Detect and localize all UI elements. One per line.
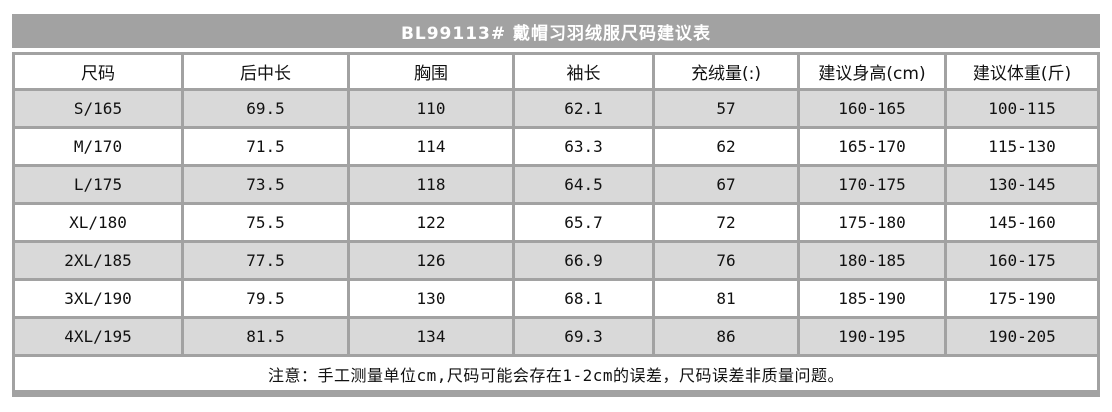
table-cell: 115-130 xyxy=(947,129,1097,164)
table-cell: 69.3 xyxy=(515,319,652,354)
table-cell: S/165 xyxy=(15,91,181,126)
table-cell: 175-180 xyxy=(800,205,944,240)
table-cell: 160-165 xyxy=(800,91,944,126)
table-cell: 57 xyxy=(655,91,797,126)
table-cell: 62.1 xyxy=(515,91,652,126)
table-cell: 3XL/190 xyxy=(15,281,181,316)
table-cell: 72 xyxy=(655,205,797,240)
table-cell: 71.5 xyxy=(184,129,347,164)
header-cell: 后中长 xyxy=(184,55,347,88)
table-cell: 2XL/185 xyxy=(15,243,181,278)
table-cell: 100-115 xyxy=(947,91,1097,126)
table-cell: 160-175 xyxy=(947,243,1097,278)
table-cell: 77.5 xyxy=(184,243,347,278)
table-cell: 165-170 xyxy=(800,129,944,164)
table-cell: XL/180 xyxy=(15,205,181,240)
table-cell: 62 xyxy=(655,129,797,164)
header-row: 尺码 后中长 胸围 袖长 充绒量(:) 建议身高(cm) 建议体重(斤) xyxy=(15,55,1097,88)
table-cell: 66.9 xyxy=(515,243,652,278)
table-cell: 122 xyxy=(350,205,512,240)
table-cell: 134 xyxy=(350,319,512,354)
table-cell: 68.1 xyxy=(515,281,652,316)
table-cell: 73.5 xyxy=(184,167,347,202)
chart-title-bar: BL99113# 戴帽习羽绒服尺码建议表 xyxy=(12,14,1100,48)
table-row: 2XL/185 77.5 126 66.9 76 180-185 160-175 xyxy=(15,243,1097,278)
table-cell: 81 xyxy=(655,281,797,316)
table-cell: 75.5 xyxy=(184,205,347,240)
table-cell: 110 xyxy=(350,91,512,126)
table-cell: 114 xyxy=(350,129,512,164)
table-row: M/170 71.5 114 63.3 62 165-170 115-130 xyxy=(15,129,1097,164)
table-cell: 67 xyxy=(655,167,797,202)
table-cell: 170-175 xyxy=(800,167,944,202)
table-cell: 118 xyxy=(350,167,512,202)
header-cell: 充绒量(:) xyxy=(655,55,797,88)
table-cell: 145-160 xyxy=(947,205,1097,240)
table-cell: 65.7 xyxy=(515,205,652,240)
table-row: 4XL/195 81.5 134 69.3 86 190-195 190-205 xyxy=(15,319,1097,354)
header-cell: 袖长 xyxy=(515,55,652,88)
table-cell: 86 xyxy=(655,319,797,354)
table-row: S/165 69.5 110 62.1 57 160-165 100-115 xyxy=(15,91,1097,126)
header-cell: 尺码 xyxy=(15,55,181,88)
table-cell: 130 xyxy=(350,281,512,316)
table-cell: 79.5 xyxy=(184,281,347,316)
table-cell: 175-190 xyxy=(947,281,1097,316)
table-cell: 180-185 xyxy=(800,243,944,278)
note-text: 注意：手工测量单位cm,尺码可能会存在1-2cm的误差，尺码误差非质量问题。 xyxy=(15,357,1097,390)
table-cell: 69.5 xyxy=(184,91,347,126)
table-cell: 190-205 xyxy=(947,319,1097,354)
table-row: XL/180 75.5 122 65.7 72 175-180 145-160 xyxy=(15,205,1097,240)
table-row: 3XL/190 79.5 130 68.1 81 185-190 175-190 xyxy=(15,281,1097,316)
table-cell: 81.5 xyxy=(184,319,347,354)
header-cell: 建议体重(斤) xyxy=(947,55,1097,88)
table-cell: 130-145 xyxy=(947,167,1097,202)
header-cell: 建议身高(cm) xyxy=(800,55,944,88)
size-chart-table: 尺码 后中长 胸围 袖长 充绒量(:) 建议身高(cm) 建议体重(斤) S/165 69.5… xyxy=(12,52,1100,397)
table-cell: 4XL/195 xyxy=(15,319,181,354)
table-cell: 190-195 xyxy=(800,319,944,354)
table-cell: 126 xyxy=(350,243,512,278)
header-cell: 胸围 xyxy=(350,55,512,88)
table-cell: 185-190 xyxy=(800,281,944,316)
table-cell: M/170 xyxy=(15,129,181,164)
note-row: 注意：手工测量单位cm,尺码可能会存在1-2cm的误差，尺码误差非质量问题。 xyxy=(15,357,1097,390)
chart-title: BL99113# 戴帽习羽绒服尺码建议表 xyxy=(400,23,712,44)
table-cell: L/175 xyxy=(15,167,181,202)
size-chart: BL99113# 戴帽习羽绒服尺码建议表 尺码 后中长 胸围 袖长 充绒量(:) 建议身高… xyxy=(12,14,1100,397)
table-cell: 76 xyxy=(655,243,797,278)
table-row: L/175 73.5 118 64.5 67 170-175 130-145 xyxy=(15,167,1097,202)
table-cell: 63.3 xyxy=(515,129,652,164)
table-cell: 64.5 xyxy=(515,167,652,202)
